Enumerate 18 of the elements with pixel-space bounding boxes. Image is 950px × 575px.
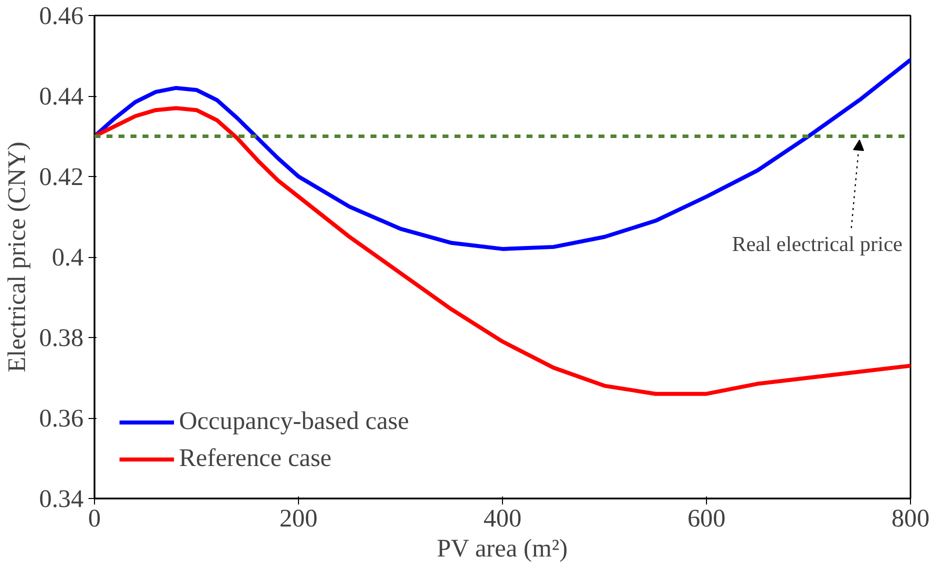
y-tick-label: 0.4 <box>52 244 84 272</box>
y-tick-label: 0.42 <box>39 163 84 191</box>
y-tick-label: 0.34 <box>39 485 84 513</box>
x-axis-title: PV area (m²) <box>436 534 568 562</box>
x-tick-label: 200 <box>280 504 318 532</box>
x-tick-label: 0 <box>88 504 101 532</box>
legend-label: Occupancy-based case <box>179 407 409 436</box>
x-tick-label: 400 <box>484 504 522 532</box>
x-tick-label: 600 <box>688 504 726 532</box>
line-series <box>94 106 910 396</box>
y-tick-label: 0.36 <box>39 404 84 432</box>
y-tick-label: 0.44 <box>39 82 84 110</box>
x-tick-label: 800 <box>892 504 930 532</box>
legend-label: Reference case <box>179 444 332 473</box>
y-axis-title: Electrical price (CNY) <box>3 142 32 372</box>
annotation: Real electrical price <box>732 232 903 256</box>
y-tick-label: 0.46 <box>39 2 84 30</box>
y-tick-label: 0.38 <box>39 324 84 352</box>
